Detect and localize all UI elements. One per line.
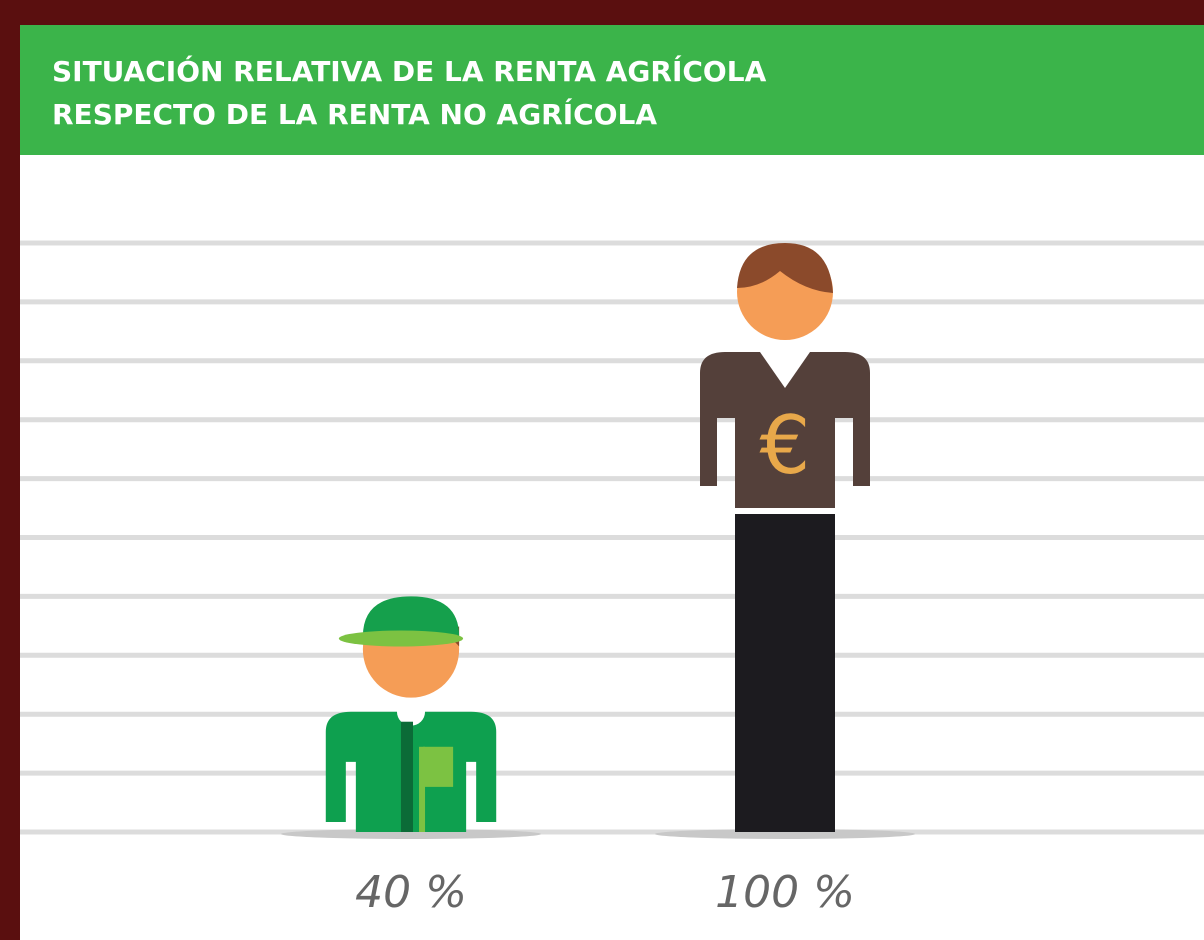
cap — [362, 596, 460, 637]
shadow — [655, 829, 915, 839]
header: SITUACIÓN RELATIVA DE LA RENTA AGRÍCOLA … — [20, 25, 1204, 155]
torso — [700, 352, 870, 508]
cap-brim — [338, 630, 464, 647]
shadow — [281, 829, 541, 839]
euro: € — [760, 399, 811, 492]
value-label: 40 % — [355, 867, 467, 918]
neck — [760, 352, 810, 388]
zipper — [400, 721, 414, 833]
title-line: SITUACIÓN RELATIVA DE LA RENTA AGRÍCOLA — [52, 55, 767, 88]
flag-pole — [419, 746, 426, 833]
chart: 40 % €100 % — [20, 240, 1204, 918]
hair — [737, 243, 833, 293]
legs — [735, 514, 835, 832]
collar — [396, 697, 426, 726]
figure — [325, 596, 497, 833]
value-label: 100 % — [715, 867, 855, 918]
figure: € — [700, 243, 870, 832]
pocket — [423, 746, 454, 787]
title-line: RESPECTO DE LA RENTA NO AGRÍCOLA — [52, 98, 658, 131]
panel: SITUACIÓN RELATIVA DE LA RENTA AGRÍCOLA … — [20, 25, 1204, 940]
